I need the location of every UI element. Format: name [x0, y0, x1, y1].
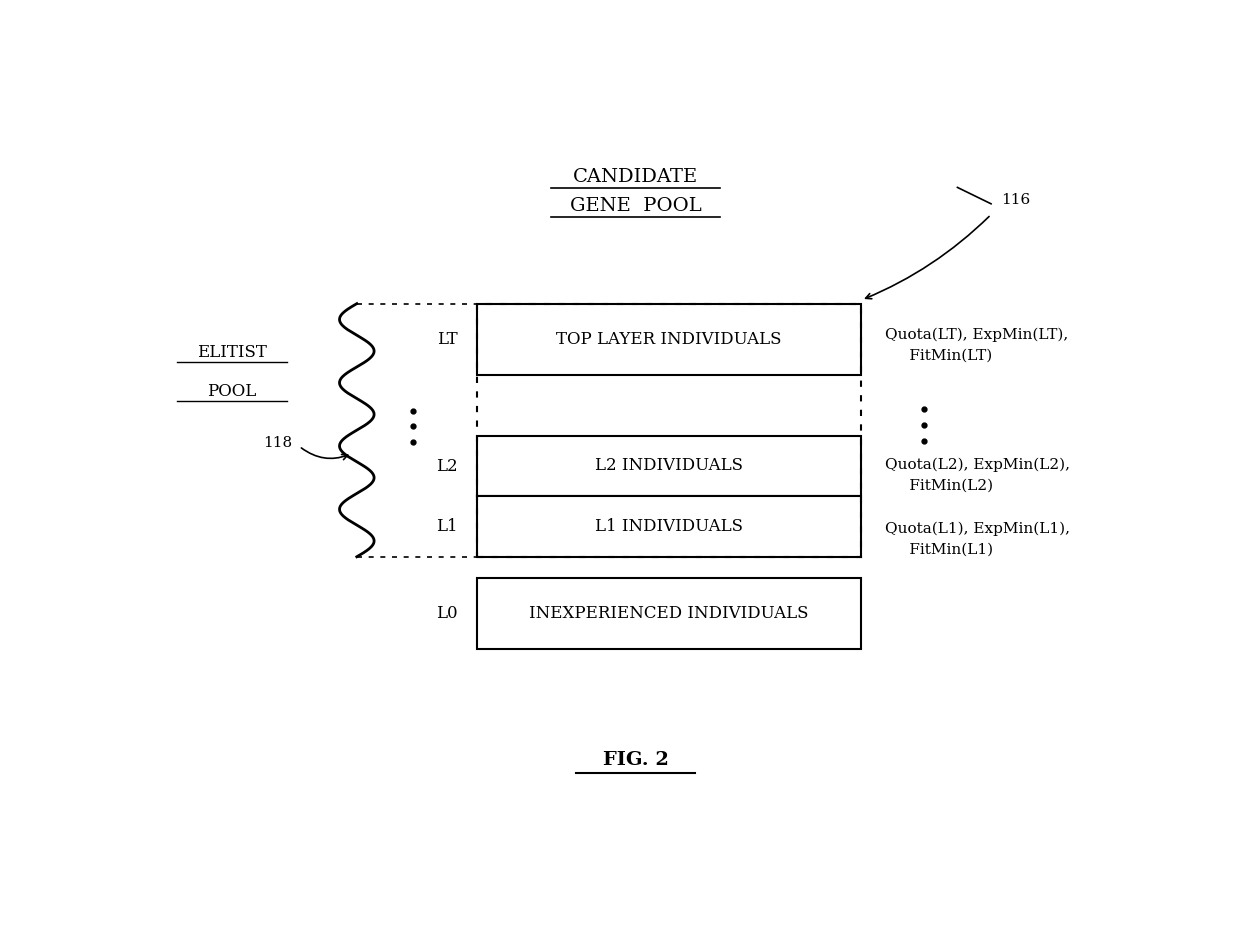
Text: L0: L0 [436, 606, 458, 622]
Text: L1 INDIVIDUALS: L1 INDIVIDUALS [595, 518, 743, 535]
Bar [477, 304, 862, 375]
Bar [477, 304, 862, 557]
Text: TOP LAYER INDIVIDUALS: TOP LAYER INDIVIDUALS [557, 331, 782, 348]
Text: FIG. 2: FIG. 2 [603, 751, 668, 769]
Text: L2: L2 [436, 457, 458, 475]
Text: Quota(L1), ExpMin(L1),
     FitMin(L1): Quota(L1), ExpMin(L1), FitMin(L1) [885, 521, 1070, 557]
Text: LT: LT [436, 331, 458, 348]
Text: 118: 118 [263, 435, 293, 450]
Text: GENE  POOL: GENE POOL [569, 196, 702, 215]
Bar [477, 435, 862, 496]
Text: Quota(L2), ExpMin(L2),
     FitMin(L2): Quota(L2), ExpMin(L2), FitMin(L2) [885, 457, 1070, 493]
Text: L1: L1 [436, 519, 458, 535]
Text: CANDIDATE: CANDIDATE [573, 168, 698, 186]
Bar [477, 578, 862, 649]
Text: 116: 116 [1001, 194, 1030, 207]
Text: L2 INDIVIDUALS: L2 INDIVIDUALS [595, 457, 743, 474]
Text: INEXPERIENCED INDIVIDUALS: INEXPERIENCED INDIVIDUALS [529, 606, 808, 622]
Text: Quota(LT), ExpMin(LT),
     FitMin(LT): Quota(LT), ExpMin(LT), FitMin(LT) [885, 328, 1069, 362]
Text: ELITIST: ELITIST [197, 344, 267, 360]
Bar [477, 496, 862, 557]
Text: POOL: POOL [207, 382, 257, 400]
